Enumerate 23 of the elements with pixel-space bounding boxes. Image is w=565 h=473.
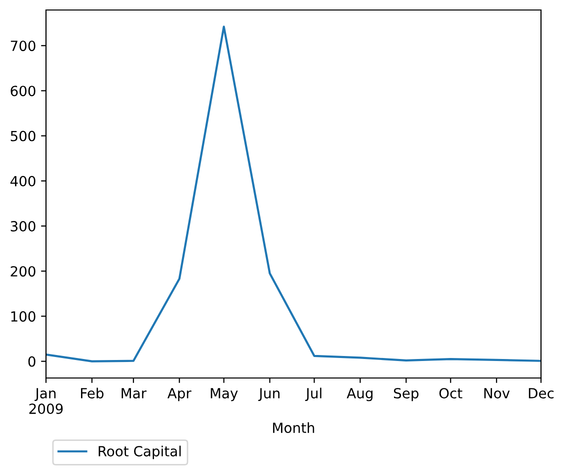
x-tick-label: Nov bbox=[484, 388, 510, 398]
legend-label: Root Capital bbox=[98, 446, 181, 460]
x-tick-label: Dec bbox=[528, 388, 554, 398]
y-tick-label: 200 bbox=[10, 266, 36, 277]
x-tick-label: Sep bbox=[394, 388, 418, 402]
x-tick-label: May bbox=[210, 388, 238, 402]
x-tick-label: Oct bbox=[439, 388, 462, 398]
x-axis-title: Month bbox=[273, 422, 314, 434]
x-tick-label: Jan 2009 bbox=[29, 388, 63, 414]
y-tick-label: 300 bbox=[10, 220, 36, 232]
y-tick-label: 100 bbox=[11, 311, 36, 322]
x-tick-label: Feb bbox=[81, 388, 104, 398]
y-tick-label: 0 bbox=[28, 356, 36, 367]
x-tick-label: Aug bbox=[346, 388, 372, 402]
y-tick-label: 400 bbox=[10, 176, 36, 186]
y-tick-label: 600 bbox=[10, 86, 36, 96]
x-tick-label: Jul bbox=[305, 388, 322, 402]
y-tick-label: 700 bbox=[10, 40, 36, 52]
x-tick-label: Jun bbox=[258, 388, 280, 402]
line-series bbox=[46, 26, 541, 362]
x-tick-label: Mar bbox=[122, 388, 147, 398]
y-tick-label: 500 bbox=[10, 130, 36, 142]
x-tick-label: Apr bbox=[167, 388, 192, 402]
